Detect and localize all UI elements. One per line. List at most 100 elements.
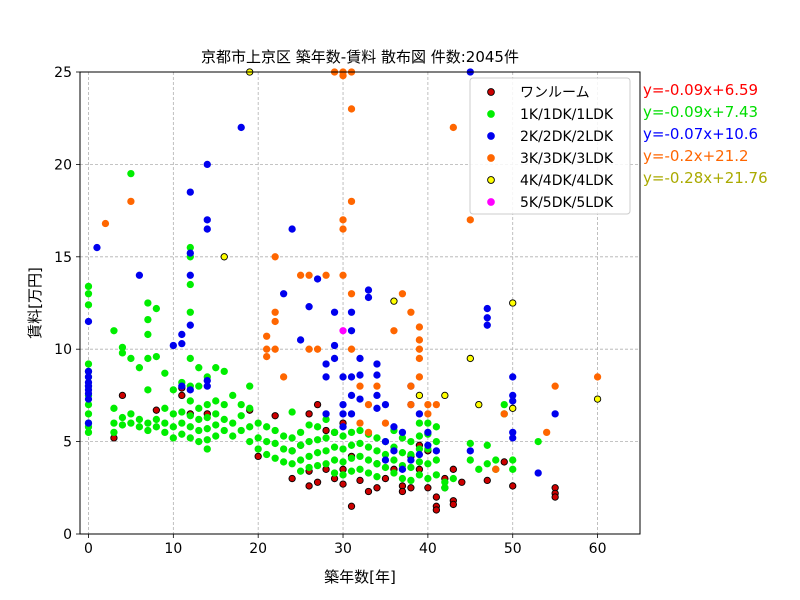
y-tick-label: 5 — [63, 435, 72, 451]
data-point — [483, 476, 491, 485]
data-point — [144, 330, 152, 339]
data-point — [347, 391, 356, 400]
data-point — [339, 458, 347, 466]
data-point — [415, 432, 424, 440]
data-point — [373, 391, 381, 400]
data-point — [246, 404, 254, 412]
data-point — [229, 432, 237, 440]
data-point — [483, 441, 491, 449]
data-point — [364, 443, 373, 451]
data-point — [161, 404, 169, 412]
data-point — [110, 419, 118, 427]
data-point — [127, 410, 135, 418]
data-point — [330, 341, 339, 350]
data-point — [500, 410, 508, 418]
data-point — [186, 280, 194, 289]
y-axis-label: 賃料[万円] — [26, 267, 44, 339]
data-point — [330, 443, 339, 451]
data-point — [339, 423, 347, 431]
data-point — [288, 474, 296, 483]
data-point — [305, 482, 313, 490]
data-point — [458, 478, 466, 486]
data-point — [356, 382, 364, 390]
data-point — [84, 317, 93, 326]
data-point — [254, 419, 262, 427]
data-point — [441, 484, 449, 492]
data-point — [186, 434, 194, 442]
data-point — [271, 412, 279, 420]
data-point — [161, 419, 169, 427]
data-point — [220, 415, 228, 424]
data-point — [330, 354, 339, 363]
data-point — [339, 471, 347, 479]
data-point — [246, 437, 254, 446]
data-point — [415, 419, 424, 427]
data-point — [296, 271, 305, 279]
data-point — [178, 391, 186, 400]
data-point — [390, 297, 398, 305]
data-point — [195, 437, 203, 446]
data-point — [84, 419, 93, 427]
data-point — [424, 484, 432, 492]
data-point — [84, 410, 93, 418]
data-point — [373, 447, 381, 455]
data-point — [84, 428, 93, 437]
x-tick-label: 10 — [164, 541, 182, 557]
data-point — [271, 439, 279, 448]
data-point — [356, 476, 364, 485]
data-point — [347, 467, 356, 475]
data-point — [186, 188, 194, 196]
data-point — [330, 469, 339, 477]
data-point — [195, 364, 203, 372]
data-point — [398, 428, 407, 437]
data-point — [212, 397, 220, 405]
data-point — [322, 271, 330, 279]
data-point — [101, 219, 110, 228]
data-point — [500, 400, 508, 409]
data-point — [263, 450, 271, 459]
data-point — [271, 454, 279, 462]
data-point — [364, 286, 373, 294]
data-point — [144, 299, 152, 307]
data-point — [373, 371, 381, 379]
series-3-points — [101, 68, 602, 473]
data-point — [186, 397, 194, 405]
data-point — [212, 410, 220, 418]
data-point — [390, 423, 398, 431]
data-point — [271, 426, 279, 435]
data-point — [449, 500, 457, 509]
data-point — [407, 437, 415, 446]
data-point — [339, 410, 347, 418]
data-point — [313, 449, 322, 457]
data-point — [254, 445, 262, 453]
data-point — [432, 493, 441, 501]
data-point — [551, 493, 559, 501]
data-point — [347, 410, 356, 418]
data-point — [135, 364, 144, 372]
data-point — [492, 456, 500, 464]
data-point — [381, 463, 390, 472]
y-tick-label: 0 — [63, 527, 72, 543]
data-point — [220, 253, 228, 261]
data-point — [305, 421, 313, 429]
data-point — [415, 450, 424, 459]
plot-frame — [79, 71, 641, 535]
data-point — [161, 428, 169, 437]
data-point — [110, 327, 118, 335]
data-point — [407, 382, 415, 390]
data-point — [424, 460, 432, 468]
data-point — [246, 382, 254, 390]
data-point — [178, 430, 186, 438]
legend: ワンルーム 1K/1DK/1LDK 2K/2DK/2LDK 3K/3DK/3LDK 4K… — [469, 77, 631, 215]
x-axis-label: 築年数[年] — [324, 568, 396, 586]
data-point — [330, 456, 339, 464]
data-point — [313, 275, 322, 283]
data-point — [110, 404, 118, 412]
data-point — [118, 349, 127, 357]
data-point — [186, 412, 194, 420]
data-point — [398, 487, 407, 496]
data-point — [305, 463, 313, 472]
data-point — [339, 72, 347, 80]
